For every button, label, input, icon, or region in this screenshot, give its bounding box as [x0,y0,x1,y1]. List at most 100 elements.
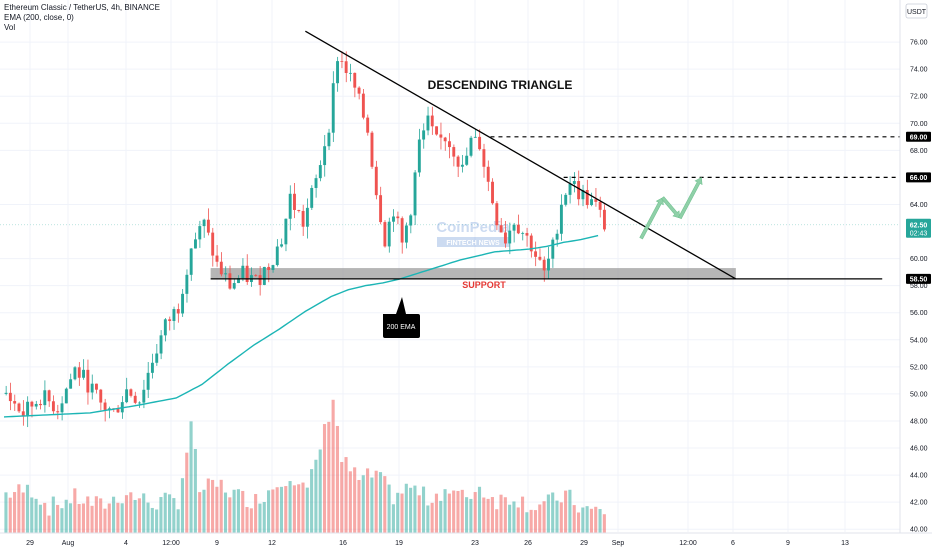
candle [47,390,51,402]
candle [95,383,98,390]
candle [185,274,189,294]
candle [387,221,391,247]
chart-legend: Ethereum Classic / TetherUS, 4h, BINANCE… [4,3,160,33]
symbol-title[interactable]: Ethereum Classic / TetherUS, 4h, BINANCE [4,3,160,12]
candle [39,403,42,406]
ema-indicator-label[interactable]: EMA (200, close, 0) [4,13,74,22]
candle [594,199,598,202]
candle [211,232,215,256]
candle [327,132,331,147]
arrow-shape [639,197,664,240]
volume-bar [559,502,563,535]
candle [150,362,154,373]
candle [417,139,421,173]
candle [568,183,572,195]
volume-bar [211,479,215,535]
volume-bar [155,509,159,535]
volume-bar [542,501,546,535]
candle [219,261,223,275]
volume-bar [322,424,327,535]
volume-bar [245,507,249,535]
x-tick-label: 12:00 [162,540,180,547]
volume-bar [456,490,460,535]
volume-bar [279,486,284,535]
volume-bar [370,477,374,535]
volume-bar [68,503,73,535]
volume-bar [314,459,318,535]
volume-bar [421,486,426,535]
y-tick-label: 72.00 [910,94,928,101]
candle [232,283,236,289]
candle [452,147,456,157]
volume-bar [172,498,176,535]
ema-200-line [3,234,599,418]
candle [396,216,400,219]
volume-bar [490,497,494,535]
volume-bar [271,489,275,535]
volume-bar [305,487,309,535]
volume-bar [469,498,473,535]
candle [254,275,258,276]
volume-indicator-label[interactable]: Vol [4,23,16,32]
volume-bar [228,497,232,535]
candle [215,255,219,262]
candle [370,132,374,167]
candle [340,61,344,62]
volume-bar [383,476,387,535]
volume-bar [81,503,85,535]
candle [349,72,352,74]
y-tick-label: 40.00 [910,527,928,534]
candle [305,207,309,227]
volume-bar [124,495,129,535]
volume-bar [25,484,30,535]
candle [529,235,533,252]
volume-bar [366,468,370,535]
candle [590,199,593,206]
volume-bar [473,492,477,535]
tag-66: 66.00 [910,175,928,182]
volume-bar [185,452,189,535]
candle [293,193,296,210]
y-tick-label: 70.00 [910,121,928,128]
candle [602,209,606,230]
volume-bar [529,509,533,535]
volume-bar [297,484,301,535]
watermark: CoinPedia FINTECH NEWS [436,219,510,247]
volume-bar [310,469,314,535]
projection-arrow [678,176,703,220]
volume-bar [241,490,245,535]
candle [90,383,94,393]
volume-bar [589,508,593,535]
candle [491,181,494,204]
volume-bar [361,475,365,535]
candle [159,335,163,354]
candle [383,222,387,247]
candle [172,309,176,322]
candle [237,278,240,284]
volume-bar [94,496,98,535]
candle [241,265,245,279]
volume-bar [404,483,408,535]
candle [69,379,73,389]
volume-bar [142,493,146,535]
volume-bar [409,487,413,535]
volume-bar [292,485,296,535]
volume-bar [585,506,589,535]
x-tick-label: 9 [786,540,790,547]
x-tick-label: 29 [26,540,34,547]
candle [297,209,301,211]
candle [146,372,150,390]
x-tick-label: 12:00 [679,540,697,547]
x-tick-label: 29 [580,540,588,547]
tag-current-price: 62.50 [910,222,928,229]
y-tick-label: 68.00 [910,148,928,155]
volume-bar [598,509,602,535]
descending-resistance [305,30,737,280]
volume-bar [249,508,253,535]
volume-bar [215,486,219,535]
volume-bar [77,503,81,535]
volume-bar [538,504,542,535]
volume-bar [568,489,572,535]
